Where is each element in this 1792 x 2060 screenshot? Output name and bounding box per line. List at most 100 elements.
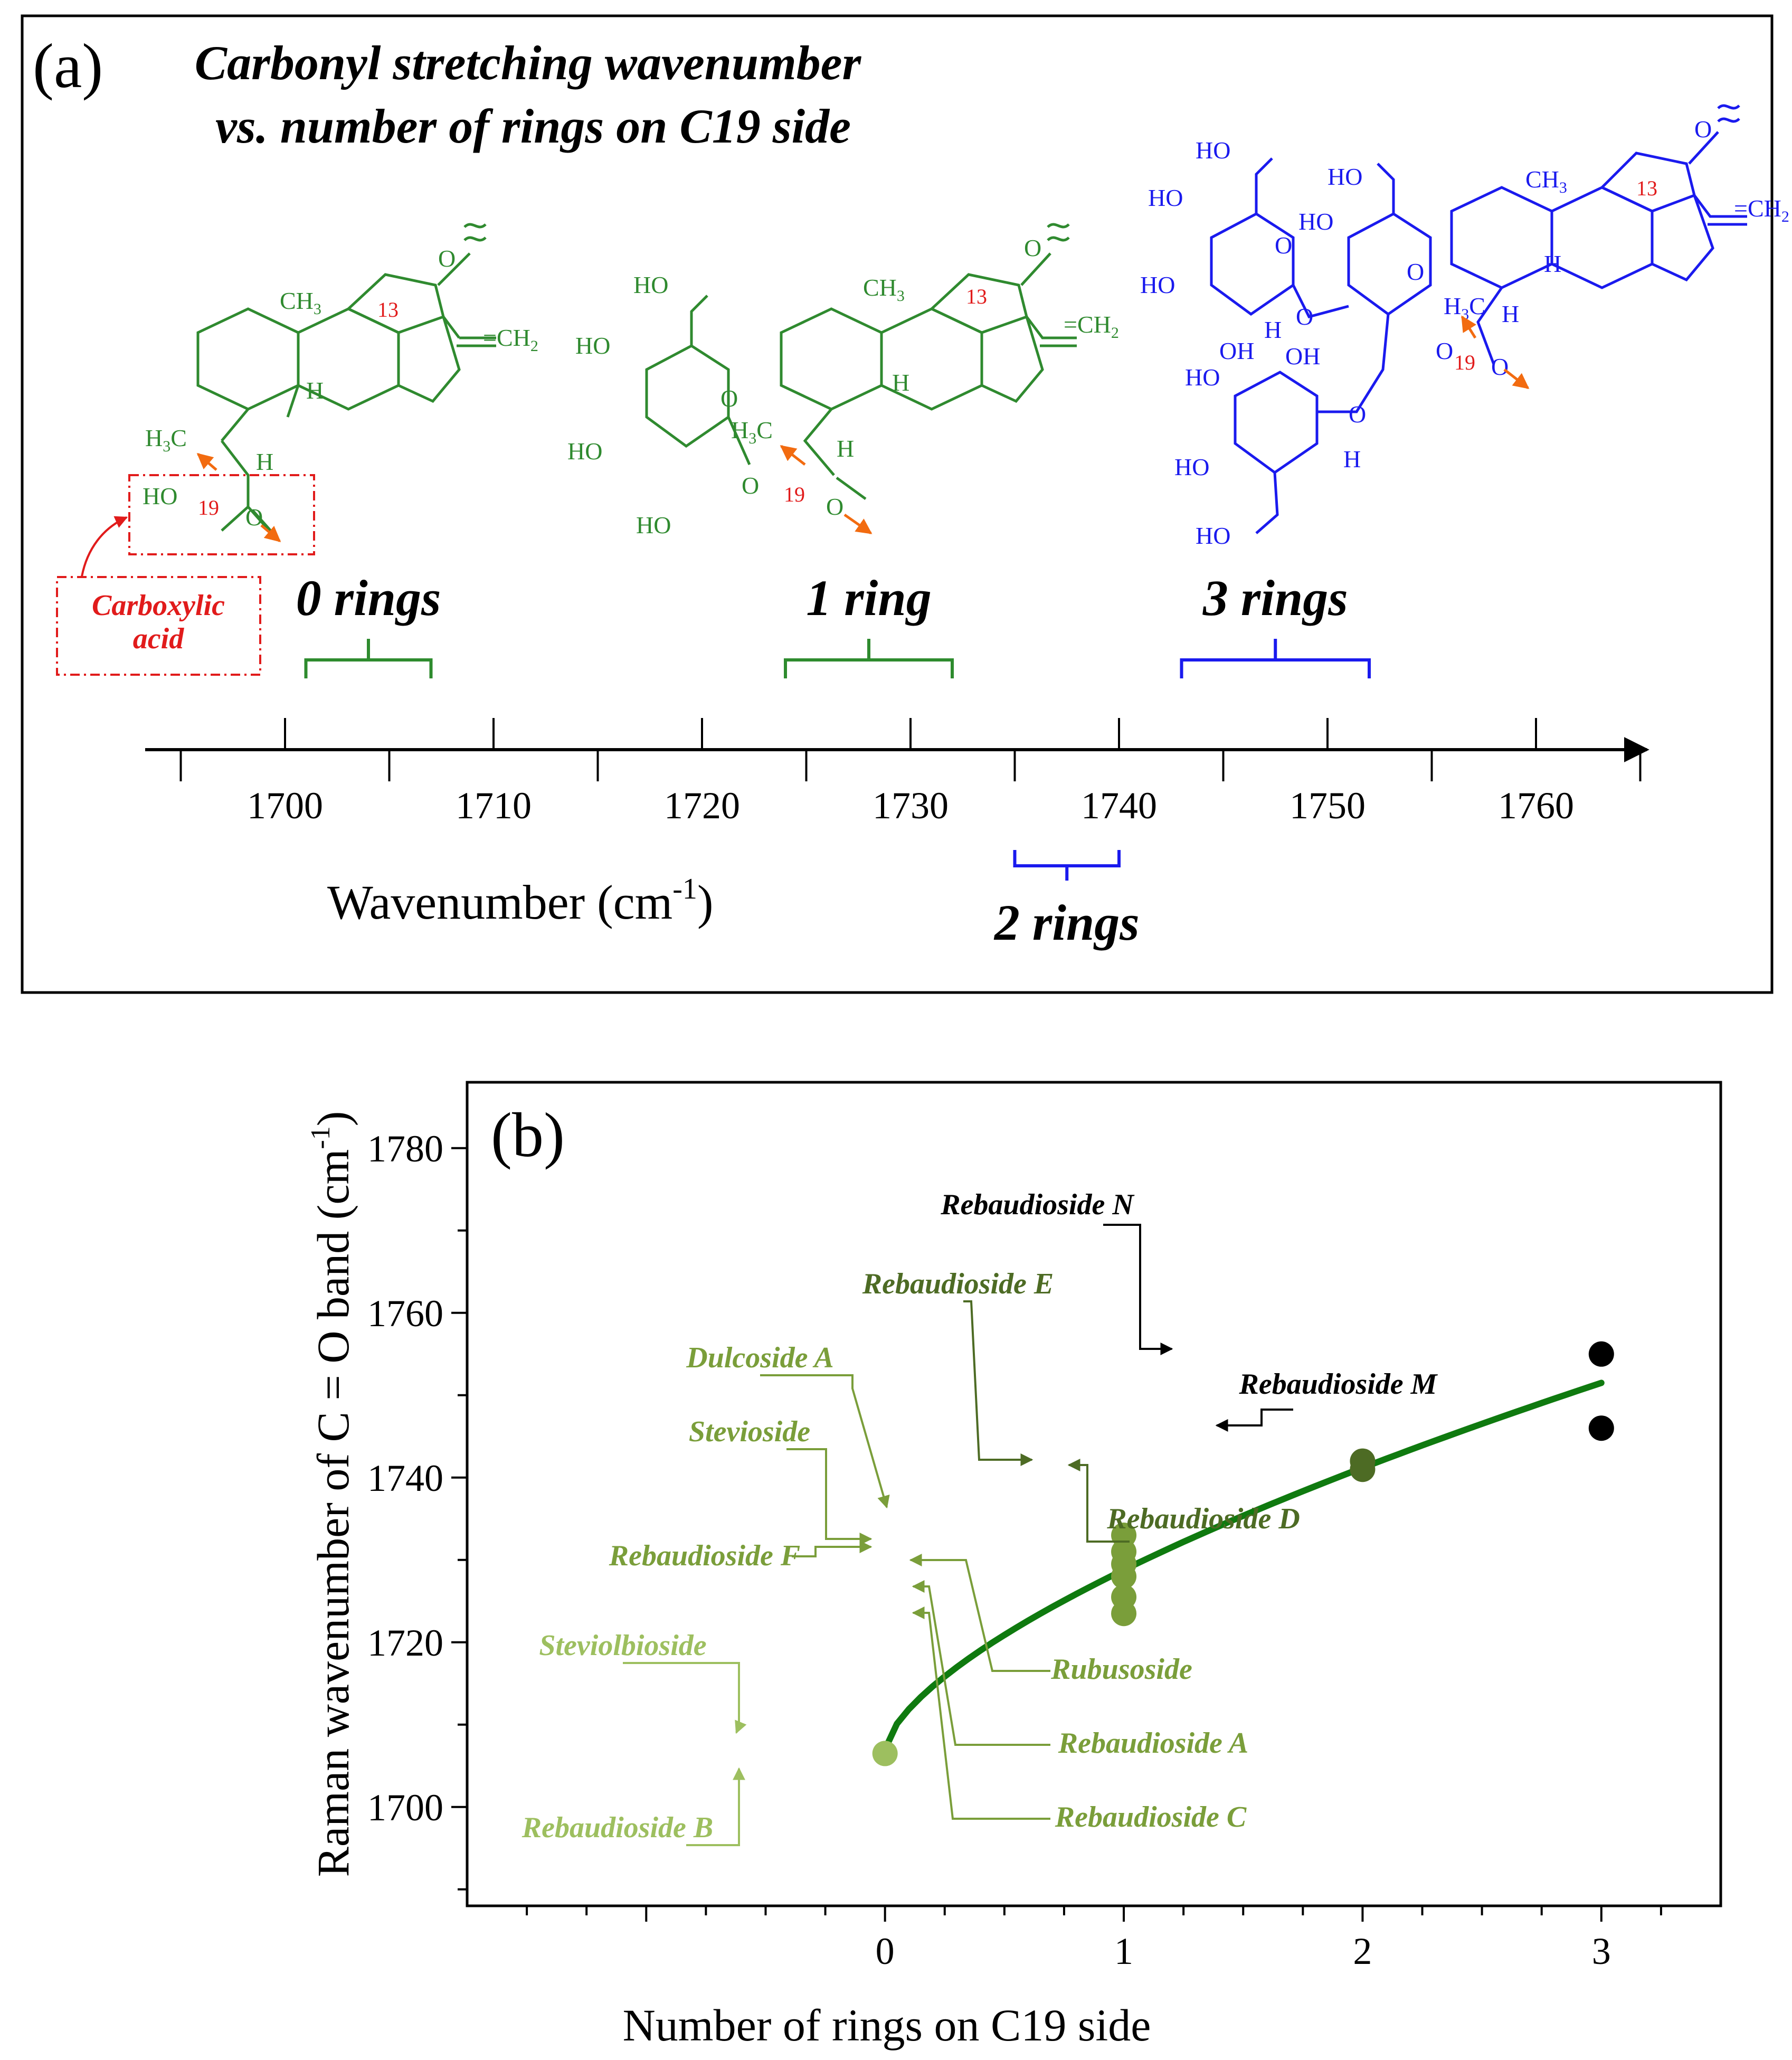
- panel-a-label: (a): [33, 31, 103, 101]
- one-ring-ho-top: HO: [633, 271, 668, 298]
- three-rings-ho-8: HO: [1196, 522, 1230, 549]
- steviol-ch3: CH3: [280, 287, 321, 318]
- panel-a-tick-label: 1760: [1498, 785, 1574, 827]
- panel-b-ylabel-main: Raman wavenumber of C = O band (cm: [308, 1149, 358, 1877]
- point-label: Rebaudioside N: [940, 1188, 1135, 1221]
- point-label: Rebaudioside D: [1106, 1503, 1300, 1535]
- point-label-leader: [963, 1300, 1034, 1466]
- panel-b-ytick-label: 1760: [367, 1292, 443, 1335]
- one-ring-h3c: H3C: [731, 417, 773, 447]
- three-rings-ch2: =CH2: [1734, 195, 1789, 225]
- point-label: Dulcoside A: [686, 1341, 833, 1374]
- steviol-h2: H: [256, 448, 273, 475]
- three-rings-oh-1: OH: [1219, 337, 1254, 364]
- one-ring-o: O: [826, 493, 843, 520]
- panel-b-ytick-label: 1720: [367, 1622, 443, 1664]
- panel-a-axis-label-sup: -1: [672, 873, 697, 905]
- panel-b-ytick-label: 1740: [367, 1457, 443, 1499]
- carboxylic-acid-label-line1: Carboxylic: [92, 589, 225, 622]
- three-rings-o-top: O: [1694, 116, 1712, 143]
- panel-a-tick-label: 1750: [1290, 785, 1366, 827]
- one-ring-o-ring: O: [720, 385, 738, 412]
- one-ring-o-top: O: [1024, 234, 1041, 261]
- data-point: [872, 1741, 898, 1766]
- steviol-ch2: =CH2: [483, 324, 538, 355]
- panel-a-ticks: 1700 1710 1720 1730 1740 1750 1760: [179, 718, 1642, 827]
- steviol-o-top: O: [438, 245, 456, 272]
- three-rings-o-5: O: [1436, 337, 1453, 364]
- panel-a-axis-label: Wavenumber (cm-1): [327, 873, 714, 929]
- three-rings-ho-1: HO: [1196, 137, 1230, 164]
- three-rings-c19: 19: [1454, 351, 1475, 374]
- point-label: Rebaudioside E: [862, 1268, 1054, 1300]
- data-point: [1588, 1415, 1614, 1441]
- one-ring-ho-1: HO: [575, 332, 610, 359]
- panel-a-range-bracket: [784, 639, 954, 678]
- panel-a-tick-label: 1740: [1081, 785, 1157, 827]
- point-label: Rebaudioside A: [1058, 1727, 1248, 1760]
- panel-b-ylabel-close: ): [308, 1111, 358, 1127]
- molecule-steviol: CH3 13 O =CH2 H H H3C HO 19 O: [143, 223, 538, 542]
- carboxylic-acid-label-box: [56, 576, 261, 676]
- panel-a-axis-label-main: Wavenumber (cm: [327, 875, 672, 929]
- panel-b-point-labels: Steviolbioside Rebaudioside B Dulcoside A S…: [522, 1188, 1438, 1846]
- panel-a-tick-label: 1720: [664, 785, 740, 827]
- one-ring-ho-2: HO: [567, 438, 602, 465]
- carboxylic-acid-box: [128, 474, 315, 555]
- point-label: Rebaudioside M: [1239, 1368, 1438, 1401]
- three-rings-oh-2: OH: [1285, 343, 1320, 370]
- carboxylic-acid-arrow: [81, 516, 128, 577]
- data-point: [1111, 1601, 1137, 1627]
- point-label-leader: [792, 1541, 873, 1557]
- one-ring-c19: 19: [784, 483, 805, 506]
- panel-a: (a) Carbonyl stretching wavenumber vs. n…: [21, 14, 1789, 994]
- panel-b-xtick-label: 3: [1592, 1930, 1611, 1972]
- three-rings-o-1: O: [1275, 232, 1292, 259]
- three-rings-o-6: O: [1491, 353, 1509, 380]
- panel-a-tick-label: 1730: [873, 785, 949, 827]
- point-label: Rebaudioside F: [609, 1539, 800, 1572]
- one-ring-h2: H: [837, 435, 854, 462]
- three-rings-h-1: H: [1264, 316, 1282, 343]
- one-ring-ch2: =CH2: [1064, 311, 1119, 342]
- one-ring-o-link: O: [742, 472, 759, 499]
- three-rings-o-4: O: [1349, 401, 1366, 428]
- panel-b: (b) 1700 1720 1740 1760 1780 0 1 2 3 Steviolbios…: [306, 1081, 1722, 2050]
- panel-b-xtick-label: 0: [876, 1930, 895, 1972]
- point-label: Rebaudioside C: [1055, 1801, 1247, 1834]
- three-rings-ho-3: HO: [1140, 271, 1175, 298]
- point-label: Stevioside: [689, 1415, 810, 1448]
- point-label: Steviolbioside: [539, 1629, 706, 1662]
- panel-a-ranges: 0 rings 1 ring 2 rings 3 rings: [296, 570, 1371, 951]
- panel-b-points: [872, 1341, 1614, 1766]
- panel-a-title-line1: Carbonyl stretching wavenumber: [195, 36, 862, 90]
- carboxylic-acid-label-line2: acid: [133, 622, 184, 655]
- panel-a-range-label: 1 ring: [806, 570, 931, 626]
- panel-a-frame: [21, 14, 1774, 994]
- panel-b-xlabel: Number of rings on C19 side: [623, 2000, 1151, 2050]
- one-ring-h1: H: [892, 369, 909, 396]
- panel-b-ytick-label: 1700: [367, 1787, 443, 1829]
- one-ring-ho-3: HO: [636, 512, 671, 538]
- three-rings-ch3: CH3: [1525, 166, 1567, 196]
- data-point: [1350, 1457, 1376, 1482]
- point-label-leader: [909, 1554, 1050, 1672]
- point-label: Rubusoside: [1050, 1653, 1192, 1686]
- point-label-leader: [912, 1607, 1050, 1820]
- three-rings-h3c: H3C: [1444, 292, 1485, 323]
- panel-a-range-label: 3 rings: [1202, 570, 1348, 626]
- three-rings-h-4: H: [1502, 300, 1519, 327]
- one-ring-ch3: CH3: [863, 274, 905, 305]
- point-label-leader: [1103, 1224, 1173, 1355]
- panel-b-axes: 1700 1720 1740 1760 1780 0 1 2 3: [367, 1128, 1662, 1972]
- three-rings-ho-2: HO: [1148, 184, 1183, 211]
- panel-a-range-label: 0 rings: [296, 570, 441, 626]
- panel-a-range-label: 2 rings: [993, 894, 1140, 951]
- three-rings-ho-4: HO: [1328, 163, 1362, 190]
- panel-a-tick-label: 1700: [247, 785, 323, 827]
- steviol-c19: 19: [198, 496, 219, 519]
- steviol-c13: 13: [377, 298, 399, 322]
- three-rings-ho-7: HO: [1174, 453, 1209, 480]
- point-label-leader: [786, 1448, 873, 1545]
